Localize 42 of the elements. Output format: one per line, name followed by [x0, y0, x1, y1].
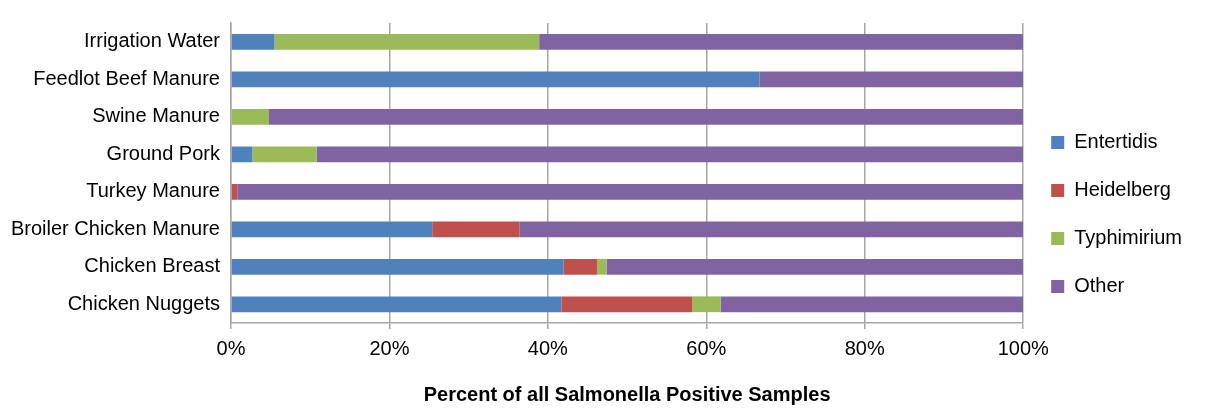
bar	[231, 33, 275, 50]
bar	[252, 146, 317, 163]
y-tick-label: Broiler Chicken Manure	[10, 216, 220, 239]
bar	[237, 183, 1024, 200]
legend-label: Typhimirium	[1074, 226, 1182, 249]
bar	[539, 33, 1024, 50]
bar	[563, 258, 597, 275]
bar	[692, 296, 721, 313]
x-tick-label: 40%	[527, 336, 569, 359]
bar	[231, 296, 562, 313]
bar	[519, 221, 1024, 238]
bar	[316, 146, 1024, 163]
y-tick-label: Turkey Manure	[86, 179, 220, 202]
x-tick-label: 60%	[686, 336, 727, 359]
y-tick-label: Chicken Breast	[84, 254, 221, 277]
bar	[269, 108, 1024, 125]
x-tick-label: 0%	[216, 336, 246, 359]
bar	[606, 258, 1024, 275]
bar	[274, 33, 540, 50]
bar	[596, 258, 607, 275]
x-axis-title: Percent of all Salmonella Positive Samples	[423, 382, 831, 405]
y-tick-label: Ground Pork	[106, 141, 221, 164]
bar	[231, 146, 253, 163]
legend-label: Heidelberg	[1074, 178, 1171, 201]
y-tick-label: Chicken Nuggets	[67, 291, 220, 314]
bar	[231, 258, 564, 275]
bar	[231, 71, 760, 88]
x-tick-label: 20%	[369, 336, 410, 359]
x-tick-label: 100%	[997, 336, 1049, 359]
bar	[231, 108, 269, 125]
legend-label: Other	[1074, 274, 1125, 297]
y-tick-label: Feedlot Beef Manure	[33, 66, 220, 89]
x-tick-label: 80%	[844, 336, 885, 359]
bar	[432, 221, 520, 238]
bar	[720, 296, 1024, 313]
bar	[759, 71, 1024, 88]
bar	[231, 221, 433, 238]
y-tick-label: Irrigation Water	[84, 29, 221, 52]
y-tick-label: Swine Manure	[92, 104, 220, 127]
bar	[231, 183, 238, 200]
legend-label: Entertidis	[1074, 130, 1158, 153]
bar	[561, 296, 693, 313]
